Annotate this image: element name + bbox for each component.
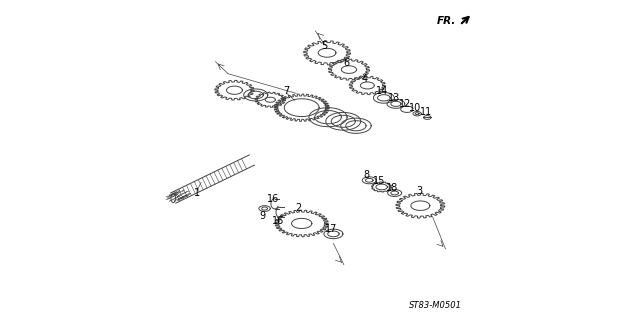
Text: 17: 17 xyxy=(325,223,338,234)
Text: 4: 4 xyxy=(361,74,368,84)
Text: 1: 1 xyxy=(194,188,201,198)
Text: 13: 13 xyxy=(387,93,400,103)
Text: FR.: FR. xyxy=(437,16,457,26)
Text: 3: 3 xyxy=(417,186,422,196)
Text: 15: 15 xyxy=(373,176,385,186)
Text: 12: 12 xyxy=(399,99,411,108)
Text: 16: 16 xyxy=(267,194,279,204)
Text: 14: 14 xyxy=(375,86,388,97)
Text: ST83-M0501: ST83-M0501 xyxy=(410,301,462,310)
Text: 18: 18 xyxy=(386,183,399,193)
Text: 5: 5 xyxy=(321,41,327,51)
Text: 6: 6 xyxy=(343,58,349,68)
Text: 11: 11 xyxy=(420,107,432,117)
Text: 9: 9 xyxy=(259,211,265,221)
Text: 10: 10 xyxy=(409,103,422,113)
Text: 16: 16 xyxy=(272,216,284,226)
Text: 8: 8 xyxy=(364,170,370,180)
Text: 7: 7 xyxy=(283,86,290,96)
Text: 2: 2 xyxy=(296,203,302,212)
